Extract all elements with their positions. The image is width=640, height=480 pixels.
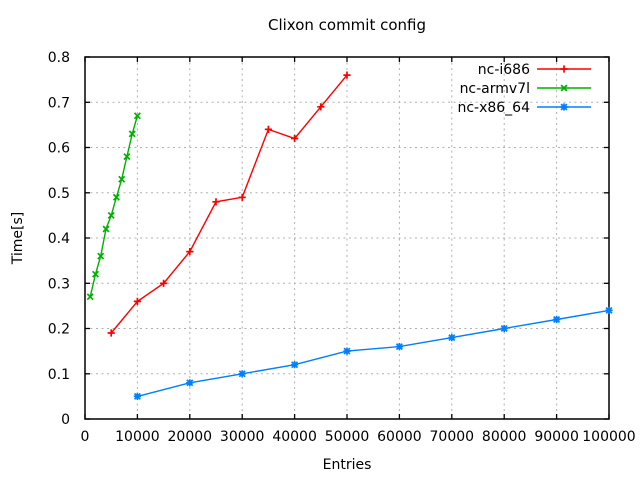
- legend-label-nc-i686: nc-i686: [478, 62, 530, 78]
- legend-label-nc-x86_64: nc-x86_64: [457, 100, 530, 116]
- legend-sample-marker-nc-i686: [560, 65, 568, 73]
- series-markers-nc-armv7l: [86, 112, 141, 301]
- y-tick-label: 0.1: [48, 367, 70, 383]
- x-tick-label: 0: [81, 429, 90, 445]
- series-markers-nc-x86_64: [133, 306, 613, 400]
- x-axis-label: Entries: [323, 457, 372, 473]
- x-tick-label: 30000: [220, 429, 265, 445]
- x-tick-label: 10000: [115, 429, 160, 445]
- y-tick-label: 0.5: [48, 186, 70, 202]
- chart-title: Clixon commit config: [268, 16, 426, 34]
- x-tick-label: 40000: [272, 429, 317, 445]
- x-tick-label: 100000: [582, 429, 635, 445]
- series-markers-nc-i686: [107, 71, 351, 337]
- y-tick-label: 0.4: [48, 231, 70, 247]
- y-tick-label: 0.3: [48, 276, 70, 292]
- series-line-nc-i686: [110, 74, 348, 334]
- x-tick-label: 70000: [430, 429, 475, 445]
- legend-sample-marker-nc-armv7l: [560, 84, 568, 92]
- x-tick-label: 90000: [534, 429, 579, 445]
- y-axis-label: Time[s]: [10, 212, 26, 265]
- series-line-nc-x86_64: [137, 309, 610, 398]
- x-tick-label: 80000: [482, 429, 527, 445]
- y-tick-label: 0.8: [48, 50, 70, 66]
- y-tick-label: 0.7: [48, 95, 70, 111]
- y-tick-label: 0.6: [48, 141, 70, 157]
- y-tick-label: 0: [61, 412, 70, 428]
- legend-label-nc-armv7l: nc-armv7l: [460, 81, 530, 97]
- series-line-nc-armv7l: [89, 115, 139, 297]
- x-tick-label: 50000: [325, 429, 370, 445]
- y-tick-label: 0.2: [48, 322, 70, 338]
- x-tick-label: 20000: [168, 429, 213, 445]
- legend-sample-marker-nc-x86_64: [560, 103, 568, 111]
- x-tick-label: 60000: [377, 429, 422, 445]
